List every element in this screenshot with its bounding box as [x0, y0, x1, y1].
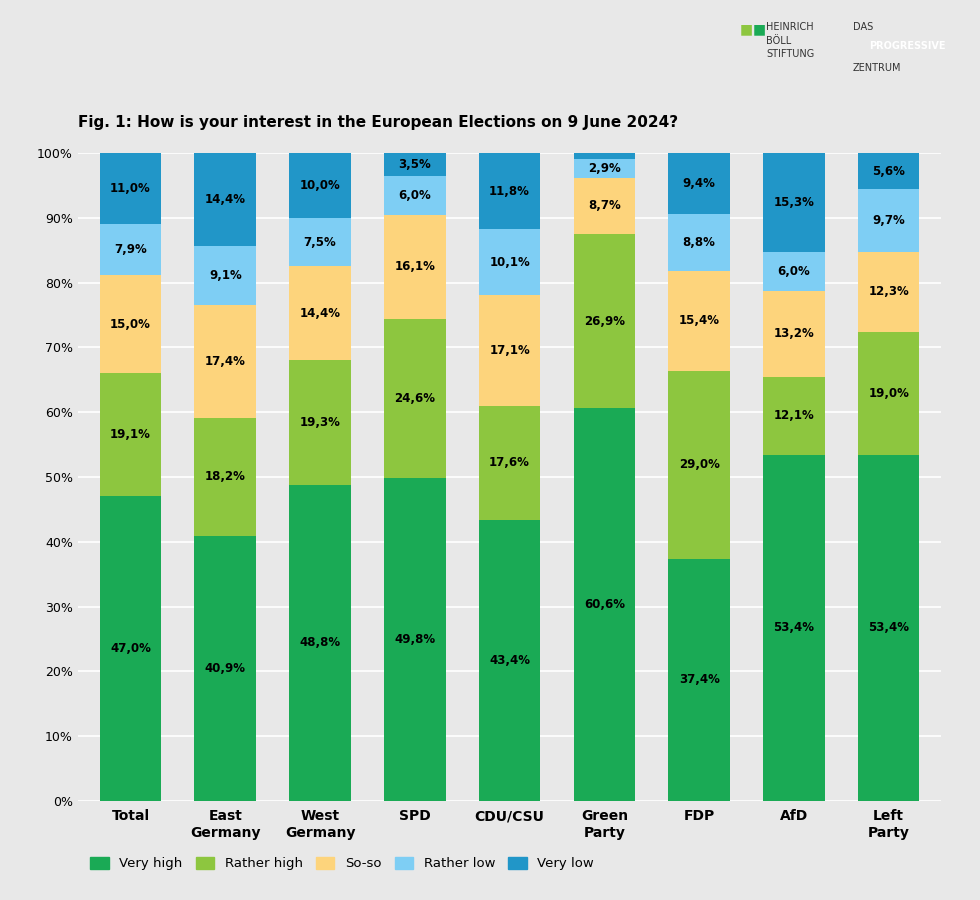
Text: 17,6%: 17,6%: [489, 456, 530, 469]
Text: 19,3%: 19,3%: [300, 416, 340, 428]
Text: 12,3%: 12,3%: [868, 285, 909, 299]
Bar: [289, 485, 351, 801]
Bar: [384, 153, 446, 176]
Bar: [384, 176, 446, 214]
Bar: [858, 252, 919, 332]
Bar: [100, 153, 162, 224]
Bar: [194, 153, 256, 247]
Text: 8,8%: 8,8%: [683, 236, 715, 249]
Bar: [573, 153, 635, 158]
Bar: [763, 153, 825, 252]
Text: 47,0%: 47,0%: [110, 643, 151, 655]
Bar: [479, 406, 540, 520]
Text: 6,0%: 6,0%: [777, 266, 810, 278]
Bar: [668, 214, 730, 271]
Text: PROGRESSIVE: PROGRESSIVE: [868, 40, 946, 51]
Text: 10,0%: 10,0%: [300, 179, 340, 192]
Text: 37,4%: 37,4%: [679, 673, 719, 687]
Bar: [479, 295, 540, 406]
Text: 24,6%: 24,6%: [394, 392, 435, 405]
Text: 12,1%: 12,1%: [773, 410, 814, 422]
Text: ■: ■: [753, 22, 765, 37]
Bar: [763, 291, 825, 376]
Bar: [479, 153, 540, 230]
Text: 8,7%: 8,7%: [588, 199, 620, 212]
Text: 14,4%: 14,4%: [205, 194, 246, 206]
Text: 29,0%: 29,0%: [679, 458, 719, 472]
Text: 18,2%: 18,2%: [205, 471, 246, 483]
Bar: [289, 218, 351, 266]
Bar: [194, 305, 256, 418]
Text: 60,6%: 60,6%: [584, 598, 625, 611]
Text: ZENTRUM: ZENTRUM: [853, 63, 901, 73]
Text: 19,0%: 19,0%: [868, 387, 909, 400]
Bar: [668, 271, 730, 371]
Text: 13,2%: 13,2%: [773, 328, 814, 340]
Text: 19,1%: 19,1%: [110, 428, 151, 441]
Bar: [763, 455, 825, 801]
Bar: [289, 153, 351, 218]
Text: 15,0%: 15,0%: [110, 318, 151, 330]
Bar: [384, 319, 446, 478]
Bar: [668, 153, 730, 214]
Text: 48,8%: 48,8%: [300, 636, 341, 650]
Text: ■: ■: [740, 22, 753, 37]
Bar: [573, 177, 635, 234]
Bar: [100, 275, 162, 373]
Bar: [100, 373, 162, 497]
Text: HEINRICH
BÖLL
STIFTUNG: HEINRICH BÖLL STIFTUNG: [766, 22, 814, 58]
Bar: [194, 418, 256, 536]
Text: 3,5%: 3,5%: [399, 158, 431, 171]
Text: 40,9%: 40,9%: [205, 662, 246, 675]
Text: 9,4%: 9,4%: [683, 177, 715, 190]
Bar: [858, 153, 919, 189]
Text: 15,4%: 15,4%: [678, 314, 719, 328]
Text: 11,0%: 11,0%: [110, 182, 151, 195]
Bar: [384, 478, 446, 801]
Bar: [194, 247, 256, 305]
Text: 53,4%: 53,4%: [868, 622, 909, 634]
Bar: [479, 230, 540, 295]
Bar: [384, 214, 446, 319]
Text: 10,1%: 10,1%: [489, 256, 530, 269]
Text: 7,9%: 7,9%: [114, 243, 147, 256]
Bar: [763, 252, 825, 291]
Bar: [858, 189, 919, 252]
Bar: [573, 409, 635, 801]
Legend: Very high, Rather high, So-so, Rather low, Very low: Very high, Rather high, So-so, Rather lo…: [85, 851, 600, 876]
Bar: [100, 497, 162, 801]
Text: 43,4%: 43,4%: [489, 654, 530, 667]
Text: 15,3%: 15,3%: [773, 196, 814, 209]
Text: 11,8%: 11,8%: [489, 184, 530, 198]
Text: Fig. 1: How is your interest in the European Elections on 9 June 2024?: Fig. 1: How is your interest in the Euro…: [78, 115, 678, 130]
Text: 16,1%: 16,1%: [394, 260, 435, 274]
Bar: [858, 332, 919, 455]
Bar: [100, 224, 162, 275]
Text: 0,9%: 0,9%: [0, 899, 1, 900]
Text: 14,4%: 14,4%: [300, 307, 341, 320]
Text: 53,4%: 53,4%: [773, 622, 814, 634]
Text: 9,7%: 9,7%: [872, 214, 906, 227]
Text: 7,5%: 7,5%: [304, 236, 336, 248]
Bar: [289, 360, 351, 485]
Bar: [858, 455, 919, 801]
Text: DAS: DAS: [853, 22, 873, 32]
Text: 17,4%: 17,4%: [205, 356, 246, 368]
Text: 6,0%: 6,0%: [399, 189, 431, 202]
Bar: [573, 234, 635, 409]
Bar: [289, 266, 351, 360]
Text: 49,8%: 49,8%: [394, 633, 435, 646]
Bar: [668, 559, 730, 801]
Text: 26,9%: 26,9%: [584, 315, 625, 328]
Text: 5,6%: 5,6%: [872, 165, 906, 177]
Bar: [479, 520, 540, 801]
Bar: [194, 536, 256, 801]
Bar: [763, 376, 825, 455]
Text: 2,9%: 2,9%: [588, 162, 620, 175]
Bar: [668, 371, 730, 559]
Bar: [573, 158, 635, 177]
Text: 9,1%: 9,1%: [209, 269, 242, 283]
Text: 17,1%: 17,1%: [489, 344, 530, 356]
